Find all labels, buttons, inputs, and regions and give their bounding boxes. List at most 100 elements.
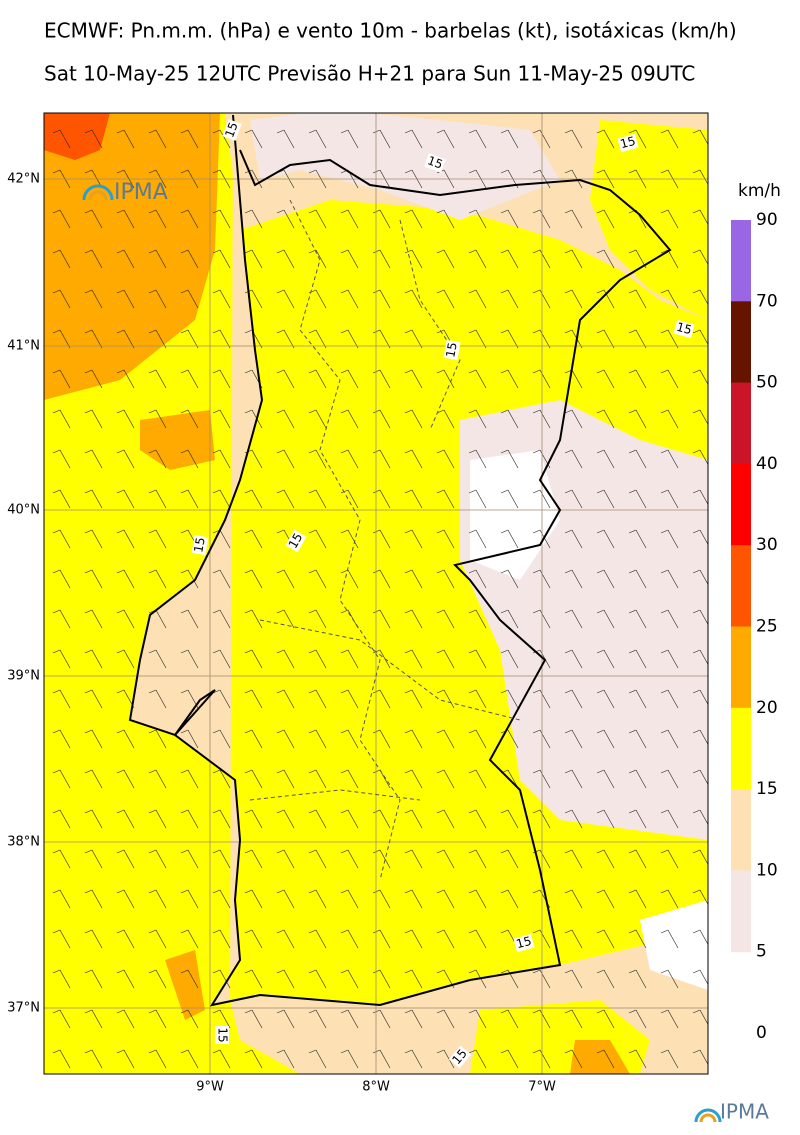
wind-barb: [84, 289, 103, 309]
wind-barb: [564, 449, 583, 469]
wind-barb: [340, 1049, 359, 1069]
wind-barb: [660, 969, 679, 989]
wind-barb: [244, 529, 263, 549]
wind-barb: [500, 449, 519, 469]
wind-barb: [692, 529, 708, 546]
wind-barb: [340, 369, 359, 389]
wind-barb: [52, 329, 71, 349]
wind-barb: [628, 849, 647, 869]
wind-barb: [244, 889, 263, 909]
wind-barb: [436, 889, 455, 909]
wind-barb: [692, 649, 708, 666]
wind-barb: [436, 929, 455, 949]
wind-barb: [308, 649, 327, 669]
lat-label: 39°N: [7, 669, 40, 684]
wind-barb: [436, 1049, 455, 1069]
wind-barb: [596, 369, 615, 389]
colorbar-segment: [731, 301, 751, 384]
wind-barb: [212, 569, 231, 589]
wind-barb: [148, 769, 167, 789]
wind-barb: [436, 609, 455, 629]
wind-barb: [372, 249, 391, 269]
wind-barb: [52, 649, 71, 669]
wind-barb: [660, 809, 679, 829]
wind-barb: [180, 249, 199, 269]
wind-barb: [692, 369, 708, 386]
wind-barb: [468, 889, 487, 909]
wind-barb: [116, 609, 135, 629]
wind-barb: [628, 449, 647, 469]
wind-barb: [660, 489, 679, 509]
wind-barb: [404, 209, 423, 229]
wind-barb: [180, 969, 199, 989]
wind-barb: [116, 129, 135, 149]
wind-patch: [590, 120, 708, 320]
wind-barb: [468, 329, 487, 349]
contour-label: 15: [286, 531, 306, 551]
wind-barb: [340, 769, 359, 789]
wind-barb: [84, 889, 103, 909]
wind-barb: [212, 129, 231, 149]
contour-label: 15: [619, 134, 637, 151]
wind-barb: [372, 969, 391, 989]
wind-barb: [276, 489, 295, 509]
contour-label: 15: [216, 1027, 230, 1042]
wind-barb: [52, 889, 71, 909]
wind-barb: [116, 729, 135, 749]
wind-barb: [308, 449, 327, 469]
wind-barb: [596, 609, 615, 629]
wind-barb: [212, 649, 231, 669]
wind-barb: [500, 889, 519, 909]
wind-barb: [212, 689, 231, 709]
wind-barb: [84, 489, 103, 509]
wind-barb: [628, 329, 647, 349]
colorbar-label: 70: [756, 291, 778, 311]
wind-barb: [372, 1009, 391, 1029]
wind-barb: [276, 129, 295, 149]
contour-label-box: [424, 153, 446, 173]
contour-label-box: [617, 133, 639, 153]
wind-barb: [628, 929, 647, 949]
wind-barb: [468, 729, 487, 749]
wind-barb: [308, 969, 327, 989]
wind-barb: [180, 369, 199, 389]
wind-barb: [404, 129, 423, 149]
wind-barb: [180, 449, 199, 469]
wind-barb: [564, 769, 583, 789]
wind-barb: [692, 849, 708, 866]
wind-barb: [84, 969, 103, 989]
wind-barb: [148, 689, 167, 709]
lon-label: 7°W: [528, 1080, 556, 1095]
colorbar-label: 20: [756, 698, 778, 718]
wind-barb: [340, 129, 359, 149]
wind-barb: [148, 809, 167, 829]
wind-barb: [340, 969, 359, 989]
wind-barb: [212, 969, 231, 989]
wind-barb: [148, 649, 167, 669]
wind-barb: [308, 729, 327, 749]
wind-barb: [84, 609, 103, 629]
wind-barb: [436, 449, 455, 469]
wind-barb: [212, 889, 231, 909]
wind-barb: [276, 449, 295, 469]
wind-barb: [436, 689, 455, 709]
wind-barb: [308, 209, 327, 229]
wind-barb: [500, 329, 519, 349]
wind-barb: [116, 529, 135, 549]
wind-barb: [84, 369, 103, 389]
wind-barb: [596, 809, 615, 829]
wind-barb: [692, 929, 708, 946]
wind-barb: [116, 569, 135, 589]
wind-barb: [84, 529, 103, 549]
wind-barb: [468, 449, 487, 469]
wind-barb: [660, 689, 679, 709]
wind-barb: [660, 889, 679, 909]
wind-barb: [404, 249, 423, 269]
wind-barb: [276, 569, 295, 589]
wind-barb: [180, 489, 199, 509]
wind-barb: [308, 809, 327, 829]
wind-barb: [468, 369, 487, 389]
wind-barb: [308, 529, 327, 549]
wind-barb: [148, 489, 167, 509]
wind-barb: [404, 1049, 423, 1069]
